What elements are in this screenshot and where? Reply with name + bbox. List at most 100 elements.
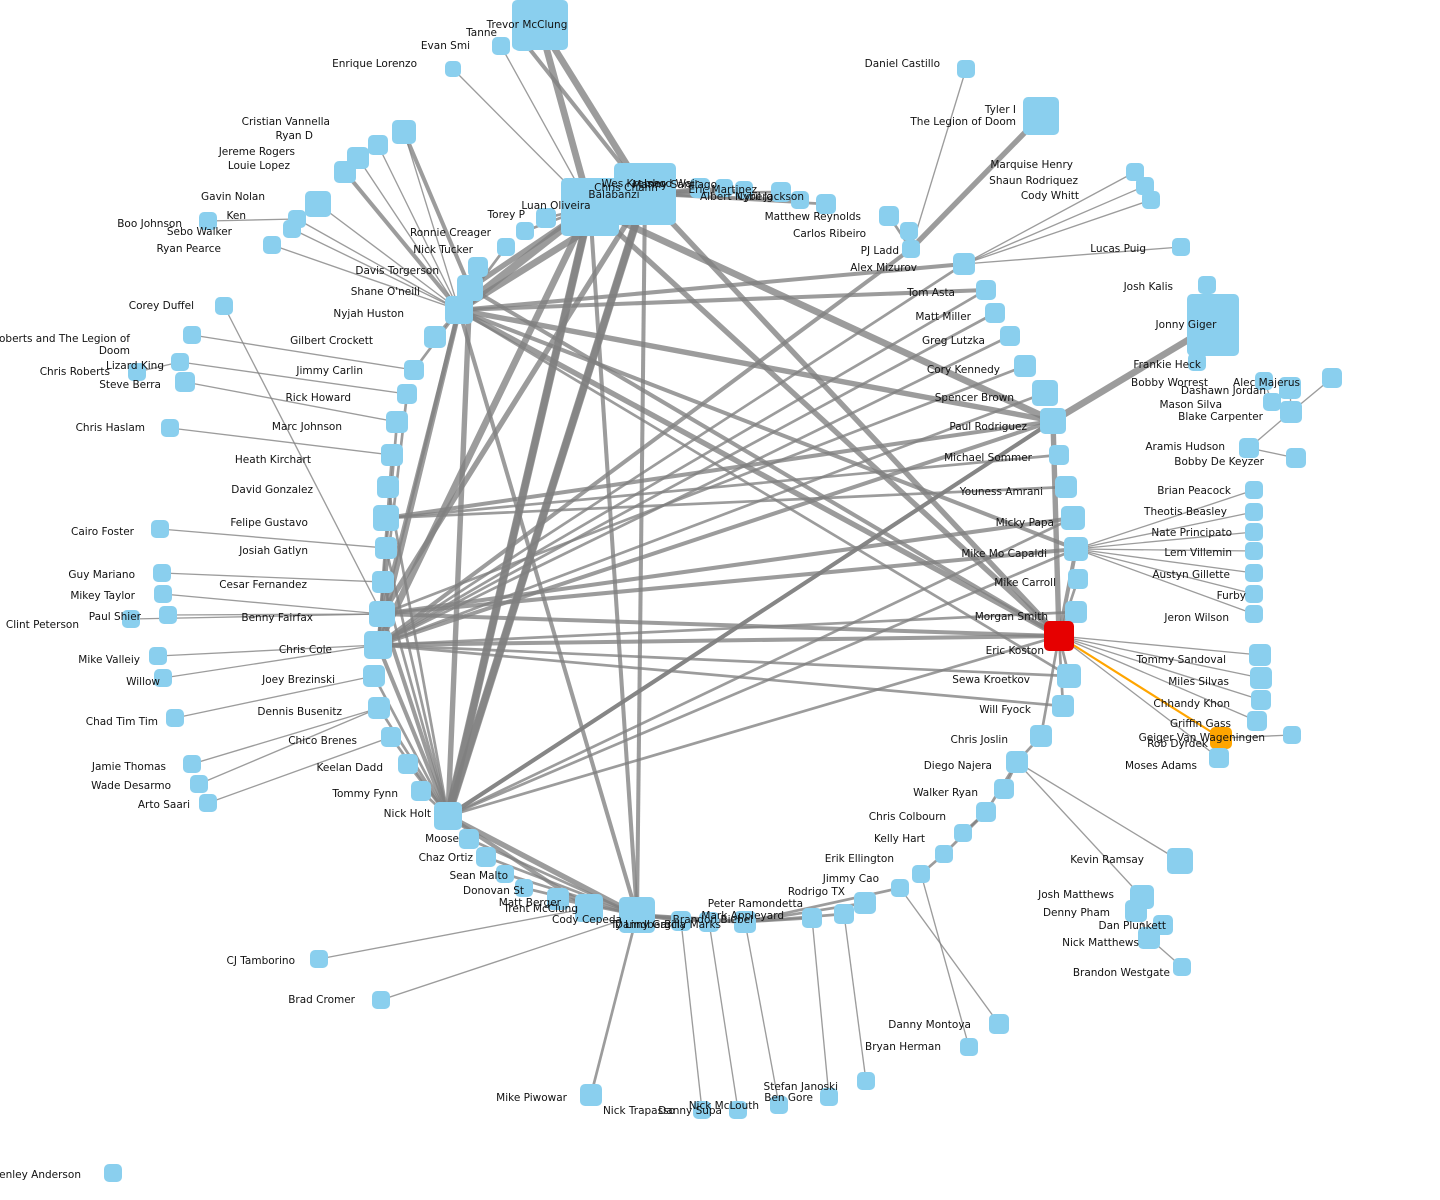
graph-node[interactable] [1209,748,1229,768]
graph-node[interactable] [954,824,972,842]
graph-node[interactable] [372,991,390,1009]
graph-node[interactable] [960,1038,978,1056]
graph-node[interactable] [902,240,920,258]
graph-node[interactable] [215,297,233,315]
graph-node[interactable] [368,135,388,155]
graph-node[interactable] [1126,163,1144,181]
graph-node[interactable] [373,505,399,531]
graph-node[interactable] [514,33,534,51]
graph-node[interactable] [515,879,533,897]
graph-node[interactable] [377,476,399,498]
graph-node[interactable] [900,222,918,240]
graph-node[interactable] [976,280,996,300]
graph-node[interactable] [953,253,975,275]
graph-node[interactable] [1279,377,1301,399]
graph-node[interactable] [183,755,201,773]
graph-node[interactable] [734,911,756,933]
graph-node[interactable] [1061,506,1085,530]
graph-node[interactable] [492,37,510,55]
graph-node[interactable] [372,571,394,593]
graph-node[interactable] [1057,664,1081,688]
graph-node[interactable] [381,444,403,466]
graph-node[interactable] [1172,238,1190,256]
graph-node[interactable] [496,865,514,883]
graph-node[interactable] [1032,380,1058,406]
graph-node[interactable] [1049,445,1069,465]
graph-node[interactable] [368,697,390,719]
graph-node[interactable] [1138,927,1160,949]
graph-node[interactable] [1280,401,1302,423]
graph-node[interactable] [891,879,909,897]
graph-node[interactable] [985,303,1005,323]
graph-node[interactable] [1245,503,1263,521]
graph-node[interactable] [693,1101,711,1119]
graph-node[interactable] [445,61,461,77]
graph-node[interactable] [1251,690,1271,710]
graph-node[interactable] [424,326,446,348]
graph-node[interactable] [375,537,397,559]
graph-node[interactable] [561,178,619,236]
graph-node[interactable] [1142,191,1160,209]
graph-node[interactable] [104,1164,122,1182]
graph-node[interactable] [989,1014,1009,1034]
graph-node[interactable] [912,865,930,883]
graph-node[interactable] [729,1101,747,1119]
graph-node[interactable] [404,360,424,380]
graph-node[interactable] [190,775,208,793]
graph-node[interactable] [735,181,753,199]
graph-node[interactable] [398,754,418,774]
graph-node[interactable] [1044,621,1074,651]
graph-node[interactable] [976,802,996,822]
graph-node[interactable] [1245,523,1263,541]
graph-node[interactable] [699,912,719,932]
graph-node[interactable] [854,892,876,914]
graph-node[interactable] [468,257,488,277]
graph-node[interactable] [1000,326,1020,346]
graph-node[interactable] [1263,393,1281,411]
graph-node[interactable] [392,120,416,144]
graph-node[interactable] [459,829,479,849]
graph-node[interactable] [1023,97,1059,135]
graph-node[interactable] [1125,900,1147,922]
graph-node[interactable] [994,779,1014,799]
graph-node[interactable] [1030,725,1052,747]
graph-node[interactable] [283,220,301,238]
graph-node[interactable] [122,610,140,628]
graph-node[interactable] [128,363,146,381]
graph-node[interactable] [1068,569,1088,589]
graph-node[interactable] [547,888,569,910]
graph-node[interactable] [175,372,195,392]
graph-node[interactable] [369,601,395,627]
graph-node[interactable] [199,212,217,230]
graph-node[interactable] [497,238,515,256]
graph-node[interactable] [791,191,809,209]
graph-node[interactable] [1167,848,1193,874]
graph-node[interactable] [690,178,710,198]
graph-node[interactable] [802,908,822,928]
graph-node[interactable] [1210,727,1232,749]
graph-node[interactable] [154,585,172,603]
graph-node[interactable] [363,665,385,687]
graph-node[interactable] [1239,438,1259,458]
graph-node[interactable] [1286,448,1306,468]
graph-node[interactable] [151,520,169,538]
graph-node[interactable] [1188,353,1206,371]
graph-node[interactable] [161,419,179,437]
graph-node[interactable] [1014,355,1036,377]
graph-node[interactable] [159,606,177,624]
graph-node[interactable] [857,1072,875,1090]
graph-node[interactable] [310,950,328,968]
graph-node[interactable] [816,194,836,214]
graph-node[interactable] [957,60,975,78]
graph-node[interactable] [1173,958,1191,976]
graph-node[interactable] [381,727,401,747]
graph-node[interactable] [1250,667,1272,689]
graph-node[interactable] [879,206,899,226]
graph-node[interactable] [1040,408,1066,434]
graph-node[interactable] [1064,537,1088,561]
graph-node[interactable] [1245,481,1263,499]
graph-node[interactable] [1247,711,1267,731]
graph-node[interactable] [1255,372,1273,390]
graph-node[interactable] [834,904,854,924]
graph-node[interactable] [476,847,496,867]
